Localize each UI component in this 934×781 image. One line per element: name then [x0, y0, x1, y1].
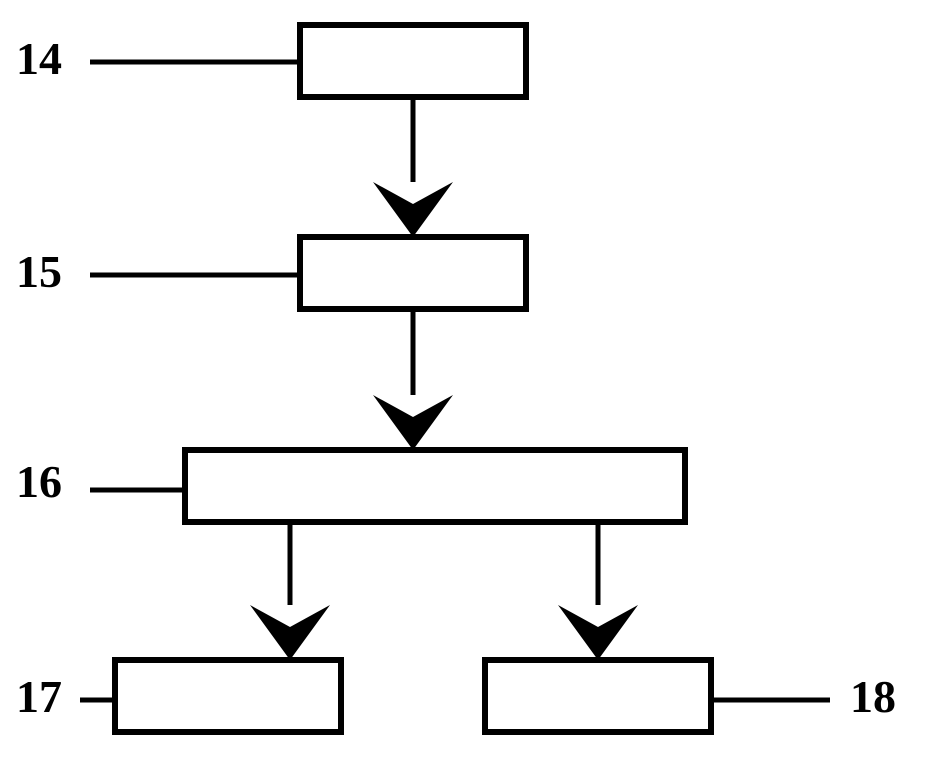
flowchart-node	[300, 237, 526, 309]
flowchart-node	[485, 660, 711, 732]
node-label: 15	[16, 245, 62, 298]
arrowhead-icon	[250, 605, 330, 660]
arrowhead-icon	[373, 182, 453, 237]
arrowhead-icon	[558, 605, 638, 660]
flowchart-diagram	[0, 0, 934, 781]
flowchart-node	[185, 450, 685, 522]
node-label: 16	[16, 455, 62, 508]
arrowhead-icon	[373, 395, 453, 450]
node-label: 18	[850, 670, 896, 723]
node-label: 17	[16, 670, 62, 723]
node-label: 14	[16, 32, 62, 85]
flowchart-node	[115, 660, 341, 732]
flowchart-node	[300, 25, 526, 97]
